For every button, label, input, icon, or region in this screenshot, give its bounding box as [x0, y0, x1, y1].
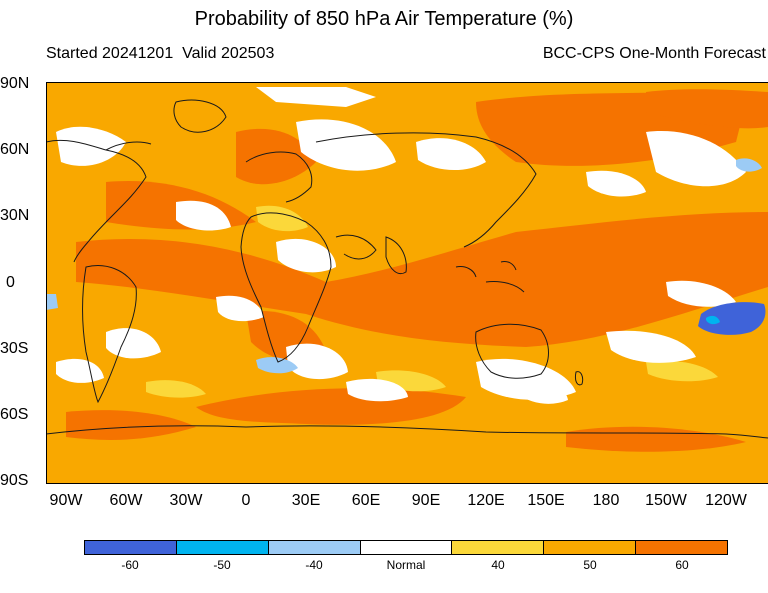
- normal-regions: [56, 87, 746, 404]
- cold-medium-edge: [706, 315, 720, 325]
- lon-label: 30W: [169, 492, 203, 509]
- lat-label: 60S: [0, 406, 29, 423]
- coastlines: [46, 99, 768, 439]
- legend-label: -40: [305, 558, 323, 572]
- legend-swatch: [268, 541, 361, 554]
- legend-swatch: [452, 541, 545, 554]
- legend-swatch: [544, 541, 637, 554]
- lon-label: 0: [241, 492, 251, 509]
- legend-swatch: [85, 541, 177, 554]
- lat-label: 30S: [0, 340, 29, 357]
- lon-label: 120E: [467, 492, 505, 509]
- cold-light-south-atlantic: [256, 357, 298, 374]
- legend-swatch: [176, 541, 269, 554]
- lat-label: 90S: [0, 472, 29, 489]
- lon-label: 120W: [705, 492, 747, 509]
- legend-swatch: [360, 541, 453, 554]
- legend-label: 50: [583, 558, 597, 572]
- legend-label: 60: [675, 558, 689, 572]
- cold-strong-southeast-pacific: [698, 302, 766, 335]
- lon-label: 150E: [527, 492, 565, 509]
- map-svg: [46, 82, 768, 484]
- legend-colorbar: [84, 540, 728, 555]
- lon-label: 180: [592, 492, 620, 509]
- probability-map: [46, 82, 768, 484]
- lon-label: 60E: [351, 492, 381, 509]
- lon-label: 90E: [411, 492, 441, 509]
- lon-label: 60W: [109, 492, 143, 509]
- lat-label: 90N: [0, 75, 30, 92]
- legend-label: 40: [491, 558, 505, 572]
- lon-label: 30E: [291, 492, 321, 509]
- legend-label: -60: [121, 558, 139, 572]
- legend-swatch: [636, 541, 728, 554]
- legend-label: Normal: [386, 558, 426, 572]
- forecast-source: BCC-CPS One-Month Forecast: [542, 45, 766, 62]
- cold-regions: [46, 158, 766, 374]
- lat-label: 30N: [0, 207, 30, 224]
- forecast-dates: Started 20241201 Valid 202503: [46, 45, 275, 62]
- cold-light-north-pacific: [736, 158, 762, 172]
- lat-label: 0: [6, 274, 15, 291]
- lat-label: 60N: [0, 141, 30, 158]
- map-title: Probability of 850 hPa Air Temperature (…: [194, 8, 574, 30]
- legend-label: -50: [213, 558, 231, 572]
- cold-light-west-edge: [46, 294, 58, 310]
- lon-label: 150W: [645, 492, 687, 509]
- lon-label: 90W: [49, 492, 83, 509]
